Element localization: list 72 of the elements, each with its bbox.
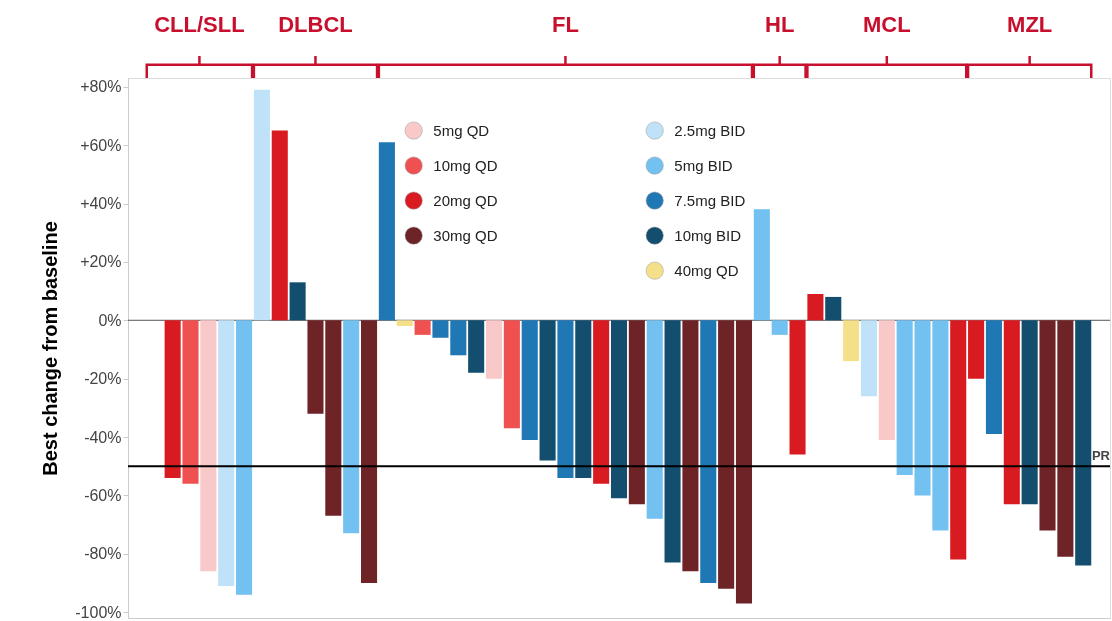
- y-tick-label: +60%: [80, 136, 122, 154]
- y-tick-label: -60%: [84, 486, 122, 504]
- bar: [182, 320, 199, 484]
- bar: [718, 320, 735, 589]
- bar: [575, 320, 592, 478]
- legend-label: 10mg QD: [433, 156, 498, 174]
- bar: [485, 320, 503, 379]
- y-tick-label: -100%: [75, 603, 122, 621]
- bar: [700, 320, 717, 583]
- text: MZL: [1007, 12, 1053, 38]
- y-tick-label: 0%: [98, 311, 122, 329]
- bar: [753, 209, 770, 321]
- y-tick-label: -40%: [84, 428, 122, 446]
- y-tick-label: -20%: [84, 370, 122, 388]
- y-tick-label: +40%: [80, 195, 122, 213]
- bar: [503, 320, 520, 429]
- bar: [557, 320, 574, 478]
- y-axis-title: Best change from baseline: [39, 221, 62, 476]
- bar: [432, 320, 449, 338]
- bar: [771, 320, 788, 335]
- bar: [593, 320, 610, 484]
- bar: [236, 320, 253, 595]
- text: FL: [551, 12, 579, 38]
- legend-label: 2.5mg BID: [674, 121, 746, 139]
- y-tick-label: +20%: [80, 253, 122, 271]
- legend-label: 30mg QD: [433, 226, 498, 244]
- bar: [646, 320, 663, 519]
- legend-label: 10mg BID: [674, 226, 742, 244]
- bar: [218, 320, 235, 586]
- legend-label: 20mg QD: [433, 191, 498, 209]
- bar: [735, 320, 753, 604]
- bar: [968, 320, 985, 379]
- bar: [1075, 320, 1092, 566]
- text: CLL/SLL: [154, 12, 245, 38]
- text: HL: [765, 12, 795, 38]
- bar: [450, 320, 467, 356]
- bar: [860, 320, 877, 397]
- bar: [521, 320, 538, 440]
- bar: [807, 294, 824, 321]
- bar: [825, 296, 842, 321]
- bar: [200, 320, 217, 572]
- bar: [468, 320, 485, 373]
- bar: [361, 320, 378, 583]
- bar: [789, 320, 806, 455]
- bar: [1021, 320, 1038, 505]
- bar: [664, 320, 681, 563]
- bar: [628, 320, 645, 505]
- y-tick-label: -80%: [84, 545, 122, 563]
- bar: [1003, 320, 1020, 505]
- bar: [253, 89, 270, 321]
- legend-label: 7.5mg BID: [674, 191, 746, 209]
- bar: [271, 130, 288, 321]
- bar: [610, 320, 628, 499]
- bar: [396, 320, 413, 327]
- bar: [985, 320, 1002, 435]
- bar: [164, 320, 181, 478]
- legend-label: 40mg QD: [674, 261, 739, 279]
- y-tick-label: +80%: [80, 78, 122, 96]
- bar: [378, 142, 395, 321]
- bar: [682, 320, 699, 572]
- bar: [289, 282, 306, 321]
- bar: [343, 320, 360, 534]
- legend-label: 5mg QD: [433, 121, 490, 139]
- text: MCL: [862, 12, 911, 38]
- bar: [843, 320, 860, 362]
- bar: [414, 320, 431, 335]
- text: DLBCL: [278, 12, 353, 38]
- bar: [878, 320, 895, 440]
- ref-line-label: PR: [1091, 448, 1111, 464]
- legend-label: 5mg BID: [674, 156, 733, 174]
- bar: [539, 320, 556, 461]
- bar: [950, 320, 967, 560]
